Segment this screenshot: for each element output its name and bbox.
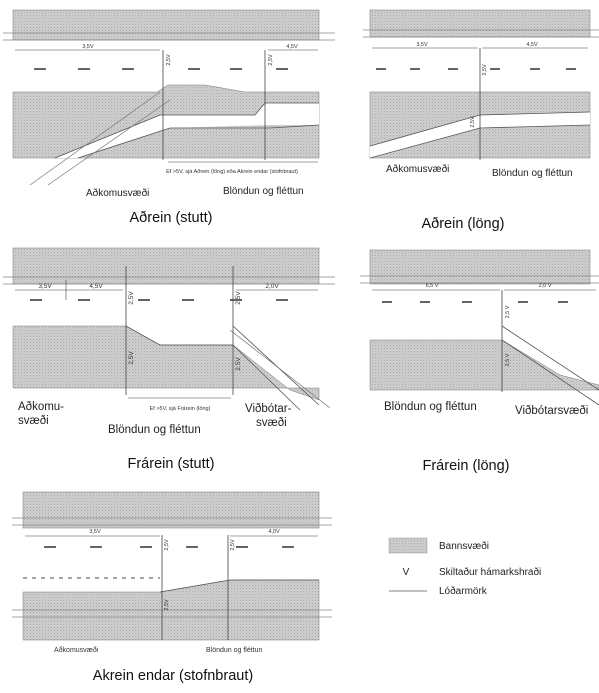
top-hatched-area [12,9,320,41]
area-label: Blöndun og fléttun [223,186,304,197]
area-label: svæði [18,415,49,427]
area-label: Aðkomu- [18,401,64,413]
area-label: Blöndun og fléttun [108,424,201,436]
legend-label: Bannsvæði [439,540,489,552]
dim-label: 2,5 V [505,353,511,366]
caption: Aðrein (löng) [421,216,504,232]
panel-frarein-long: 6,5 V 2,0 V 2,5 V 2,5 V Blöndun og flétt… [360,249,599,474]
panel-adrein-long: 3,5V 4,5V 2,5V 2,5V Aðkomusvæði Blöndun … [363,9,599,232]
dim-label: 2,5V [482,64,488,76]
area-label: Blöndun og fléttun [206,647,263,654]
panel-akrein-endar: 3,5V 4,0V 2,5V 2,5V 2,5V Aðkomusvæði Blö… [12,491,332,684]
dim-label: 3,5V [82,44,94,50]
caption: Frárein (stutt) [127,456,214,472]
dim-label: 2,5V [128,351,135,365]
legend-label: Lóðarmörk [439,585,488,597]
dim-label: 4,5V [526,42,538,48]
legend-swatch-bannsvaedi [388,537,428,554]
dim-label: 2,0V [265,283,279,290]
area-label: Viðbótar- [245,403,292,415]
dim-label: 4,5V [286,44,298,50]
dim-label: 2,5V [470,116,476,128]
caption: Aðrein (stutt) [130,210,213,226]
dim-label: 2,5V [164,539,170,551]
caption: Akrein endar (stofnbraut) [93,668,253,684]
dim-label: 4,5V [89,283,103,290]
dim-label: 2,5V [268,54,274,66]
dim-label: 2,5V [230,539,236,551]
panel-adrein-stutt: 3,5V 4,5V 2,5V 2,5V Ef >5V, sjá Aðrein (… [3,9,335,226]
dim-label: 4,0V [268,529,280,535]
dim-label: 3,5V [38,283,52,290]
dim-label: 2,0 V [539,283,552,289]
legend-label: Skiltaður hámarkshraði [439,566,541,578]
dim-label: 2,5V [164,599,170,611]
area-label: Aðkomusvæði [54,646,99,654]
area-label: Viðbótarsvæði [515,405,588,417]
dim-label: 2,5 V [505,305,511,318]
dim-label: 3,5V [89,529,101,535]
area-label: Aðkomusvæði [86,187,149,199]
area-label: Aðkomusvæði [386,163,449,175]
dim-label: 2,5V [235,291,242,305]
panel-frarein-stutt: 3,5V 4,5V 2,0V 2,5V 2,5V 2,5V 2,5V Ef >5… [3,247,335,472]
dim-label: 6,5 V [426,283,439,289]
dim-label: 3,5V [416,42,428,48]
dim-label: 2,5V [166,54,172,66]
note-text: Ef >5V, sjá Aðrein (löng) eða Akrein end… [166,168,298,175]
area-label: Blöndun og fléttun [492,168,573,179]
legend: Bannsvæði V Skiltaður hámarkshraði Lóðar… [388,537,541,597]
area-label: Blöndun og fléttun [384,401,477,413]
dim-label: 2,5V [128,291,135,305]
note-text: Ef >5V, sjá Frárein (löng) [150,406,211,412]
caption: Frárein (löng) [422,458,509,474]
dim-label: 2,5V [235,357,242,371]
area-label: svæði [256,417,287,429]
legend-symbol: V [403,567,410,578]
